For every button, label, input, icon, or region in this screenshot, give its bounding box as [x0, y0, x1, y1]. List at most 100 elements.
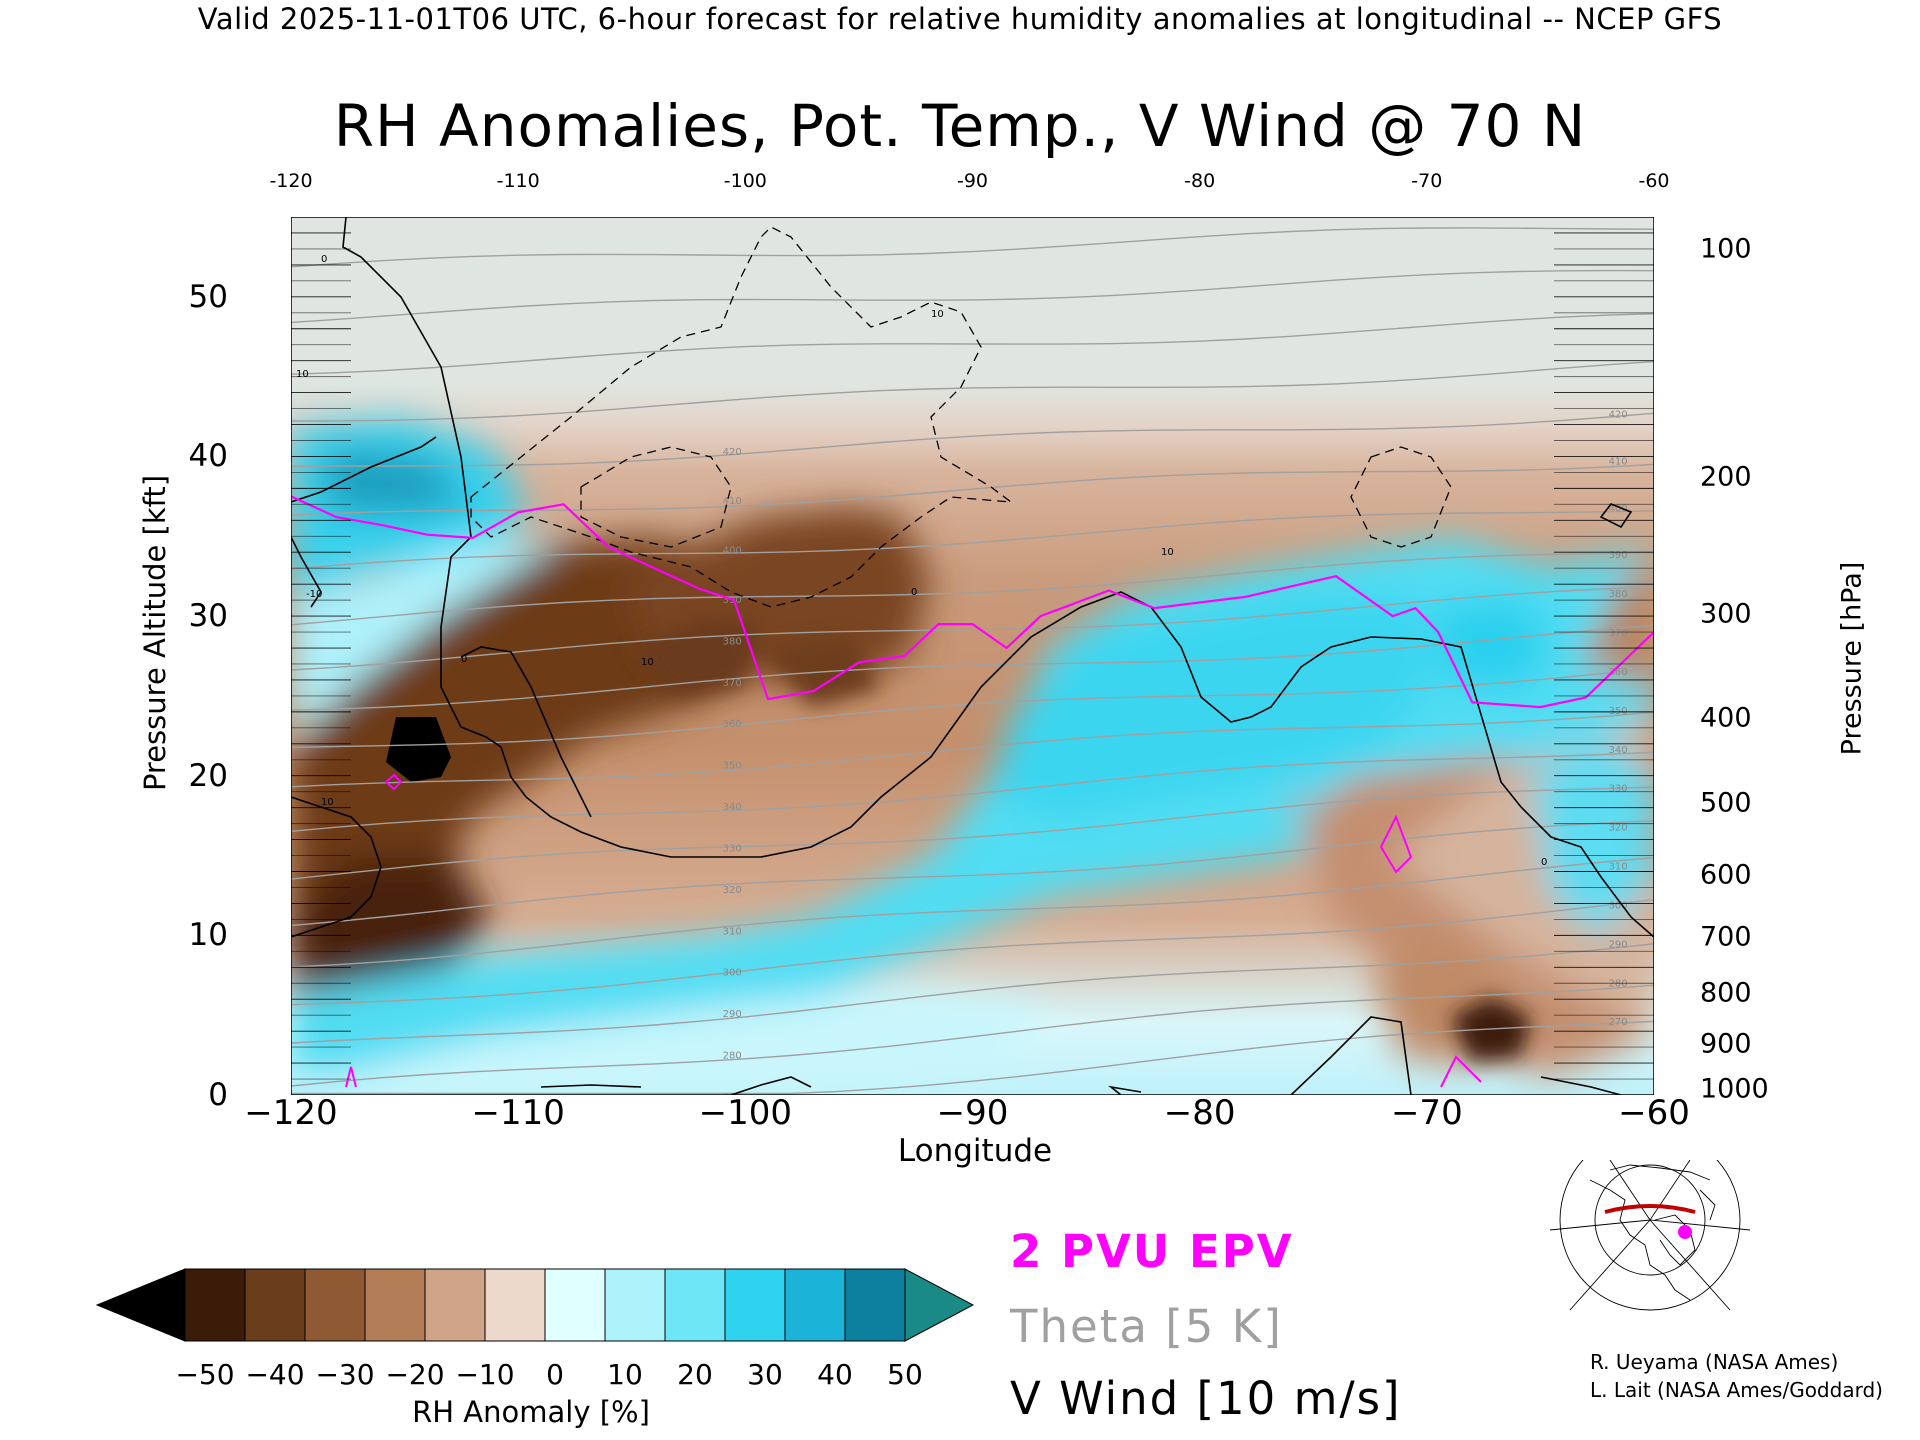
pressure-tick-label: 300 [1700, 598, 1752, 630]
valid-time-line: Valid 2025-11-01T06 UTC, 6-hour forecast… [197, 2, 1723, 36]
map-section-line [1604, 1204, 1696, 1214]
wind-contour-label: 0 [1541, 857, 1547, 868]
dry-anomaly-extreme-region [386, 717, 451, 782]
colorbar-swatch [604, 1268, 666, 1342]
theta-contour-label: 270 [723, 1092, 742, 1095]
theta-contour-line [291, 786, 1654, 880]
colorbar-swatch [364, 1268, 426, 1342]
colorbar-swatch [664, 1268, 726, 1342]
theta-contour-label: 410 [1609, 456, 1628, 467]
theta-contour-label: 420 [1609, 409, 1628, 420]
theta-contour-line [291, 899, 1654, 1006]
theta-contours [291, 227, 1654, 1095]
theta-contour-label: 410 [723, 496, 742, 507]
colorbar-tick-label: −50 [175, 1358, 235, 1391]
top-tick-label: -120 [269, 170, 313, 192]
wind-contour-label: 0 [461, 654, 467, 665]
wind-contour-label: 10 [1161, 547, 1174, 558]
theta-contour-line [291, 667, 1654, 749]
v-wind-zero-line [730, 1076, 812, 1095]
pressure-tick-label: 900 [1700, 1028, 1752, 1060]
theta-contour-label: 330 [1609, 784, 1628, 795]
v-wind-zero-line [1540, 1076, 1622, 1095]
theta-contour-line [291, 586, 1654, 671]
theta-contour-label: 400 [723, 546, 742, 557]
moist-anomaly-region [1431, 597, 1551, 687]
wind-contour-label: -10 [306, 589, 322, 600]
dry-anomaly-region [291, 857, 491, 977]
wind-scale-bars [291, 232, 1654, 1080]
x-axis-label: Longitude [897, 1133, 1053, 1169]
colorbar-tick-label: −40 [245, 1358, 305, 1391]
credit-line-1: R. Ueyama (NASA Ames) [1590, 1350, 1839, 1374]
theta-contour-label: 380 [1609, 589, 1628, 600]
top-tick-label: -60 [1638, 170, 1670, 192]
y-tick-label: 10 [188, 917, 228, 954]
y-tick-label: 40 [188, 438, 228, 475]
moist-anomaly-region [291, 987, 1051, 1095]
theta-contour-line [291, 313, 1654, 375]
v-wind-10-line [580, 446, 732, 548]
pressure-tick-label: 400 [1700, 702, 1752, 734]
y-tick-label: 50 [188, 278, 228, 315]
pressure-tick-label: 600 [1700, 859, 1752, 891]
theta-contour-label: 380 [723, 636, 742, 647]
map-coastlines [1589, 1164, 1716, 1301]
wind-contour-label: 10 [641, 657, 654, 668]
v-wind-positive-contours [470, 226, 1452, 608]
colorbar-tick-label: 0 [546, 1358, 564, 1391]
theta-contour-label: 400 [1609, 503, 1628, 514]
colorbar-swatch [484, 1268, 546, 1342]
wind-contour-label: 0 [911, 587, 917, 598]
wind-contour-label: 0 [321, 254, 327, 265]
legend-pvu: 2 PVU EPV [1010, 1225, 1294, 1278]
moist-anomaly-region [1531, 737, 1654, 937]
colorbar-tick-label: −10 [455, 1358, 515, 1391]
theta-contour-line [291, 1020, 1654, 1095]
colorbar-swatch [844, 1268, 906, 1342]
theta-contour-label: 300 [723, 968, 742, 979]
locator-map [1550, 1160, 1750, 1311]
theta-contour-label: 280 [723, 1051, 742, 1062]
theta-contour-line [291, 751, 1654, 832]
theta-contour-label: 330 [723, 843, 742, 854]
wind-contour-label: 10 [321, 797, 334, 808]
colorbar-tick-label: −30 [315, 1358, 375, 1391]
wind-contour-label: 10 [296, 369, 309, 380]
theta-contour-line [291, 857, 1654, 968]
theta-contour-line [291, 463, 1654, 516]
y-axis-label-right: Pressure [hPa] [1836, 561, 1868, 756]
theta-contour-label: 270 [1609, 1017, 1628, 1028]
moist-anomaly-region [991, 597, 1441, 817]
theta-contour-line [291, 360, 1654, 422]
colorbar-tick-label: 40 [817, 1358, 853, 1391]
theta-contour-label: 390 [1609, 550, 1628, 561]
colorbar-swatch [784, 1268, 846, 1342]
top-tick-label: -70 [1411, 170, 1443, 192]
v-wind-minus10-line [291, 536, 322, 608]
credit-line-2: L. Lait (NASA Ames/Goddard) [1590, 1378, 1883, 1402]
dry-anomaly-region [1581, 547, 1654, 687]
colorbar-min-arrow [95, 1268, 186, 1342]
theta-contour-label: 370 [1609, 628, 1628, 639]
v-wind-10-line [470, 226, 1014, 608]
v-wind-minus10-line [291, 796, 382, 938]
x-tick-label: −60 [1618, 1093, 1690, 1133]
theta-contour-label: 320 [723, 885, 742, 896]
theta-contour-line [291, 510, 1654, 570]
v-wind-10-line [291, 436, 437, 503]
v-wind-zero-line [1599, 503, 1633, 529]
theta-contour-label: 310 [723, 926, 742, 937]
theta-contour-label: 290 [723, 1009, 742, 1020]
x-tick-label: −110 [471, 1093, 565, 1133]
theta-contour-line [291, 269, 1654, 324]
map-marker [1678, 1225, 1692, 1239]
pressure-tick-label: 800 [1700, 977, 1752, 1009]
v-wind-zero-line [342, 217, 1654, 938]
theta-contour-line [291, 820, 1654, 927]
pressure-tick-label: 700 [1700, 921, 1752, 953]
colorbar-swatch [544, 1268, 606, 1342]
colorbar-max-arrow [904, 1268, 975, 1342]
x-tick-label: −100 [698, 1093, 793, 1133]
top-tick-label: -100 [723, 170, 767, 192]
